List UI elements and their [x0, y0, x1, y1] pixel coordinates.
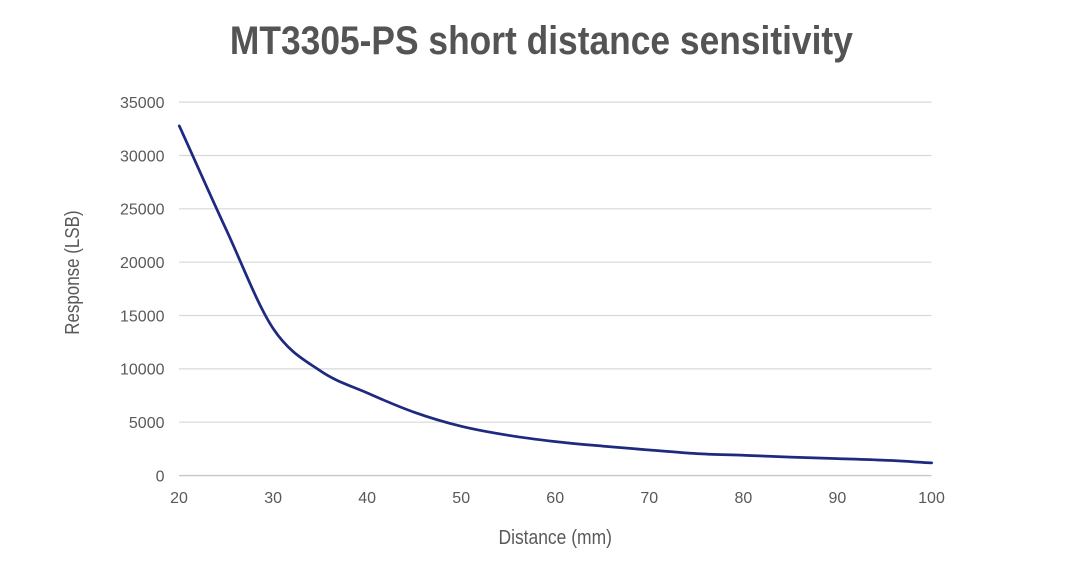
svg-text:Response (LSB): Response (LSB): [61, 210, 84, 334]
svg-text:100: 100: [918, 490, 945, 507]
svg-text:30000: 30000: [120, 148, 165, 165]
svg-text:20000: 20000: [120, 255, 165, 272]
svg-text:5000: 5000: [129, 415, 165, 432]
svg-text:MT3305-PS short distance sensi: MT3305-PS short distance sensitivity: [230, 18, 853, 63]
svg-text:50: 50: [452, 490, 470, 507]
svg-text:15000: 15000: [120, 308, 165, 325]
svg-text:25000: 25000: [120, 202, 165, 219]
svg-text:Distance (mm): Distance (mm): [498, 526, 611, 548]
svg-text:35000: 35000: [120, 95, 165, 112]
svg-text:90: 90: [829, 490, 847, 507]
svg-text:20: 20: [170, 490, 188, 507]
svg-text:80: 80: [735, 490, 753, 507]
svg-text:40: 40: [358, 490, 376, 507]
svg-text:10000: 10000: [120, 362, 165, 379]
svg-text:0: 0: [156, 468, 165, 485]
svg-text:60: 60: [546, 490, 564, 507]
svg-text:70: 70: [640, 490, 658, 507]
svg-text:30: 30: [264, 490, 282, 507]
